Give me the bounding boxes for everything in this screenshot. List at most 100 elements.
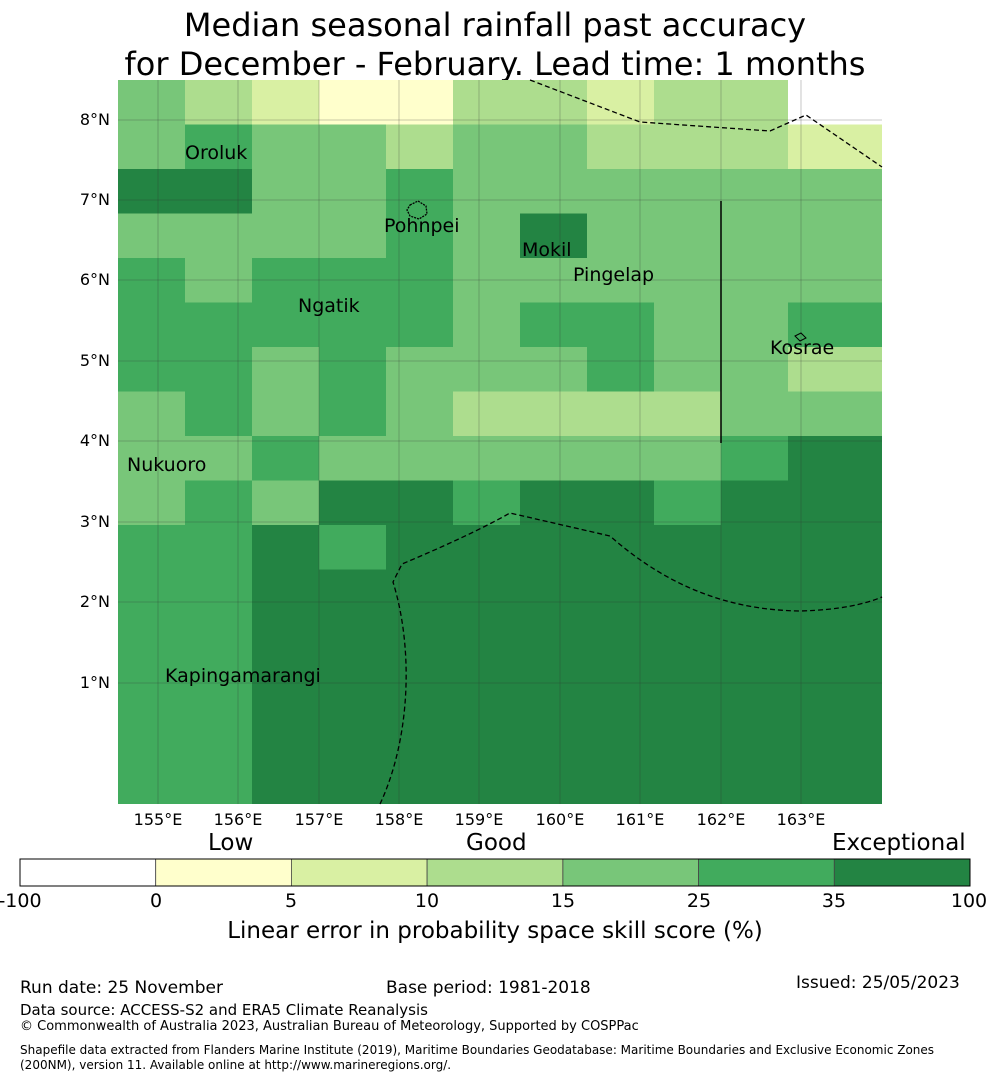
grid-cell — [721, 391, 789, 437]
grid-cell — [788, 302, 882, 348]
grid-cell — [654, 525, 722, 570]
grid-cell — [185, 436, 253, 481]
place-label-kapingamarangi: Kapingamarangi — [165, 665, 321, 687]
grid-cell — [319, 169, 387, 214]
pohnpei-island-outline — [406, 200, 428, 220]
grid-cell — [453, 347, 521, 392]
grid-cell — [587, 258, 655, 303]
grid-cell — [118, 124, 186, 170]
eez-boundary-south-central — [379, 512, 883, 805]
shapefile-credit: Shapefile data extracted from Flanders M… — [20, 1043, 935, 1072]
grid-cell — [520, 525, 588, 570]
grid-cell — [654, 436, 722, 481]
eez-boundaries — [379, 79, 883, 805]
colorbar-segment — [155, 858, 292, 887]
grid-cell — [185, 347, 253, 392]
grid-cell — [118, 525, 186, 570]
grid-cell — [520, 347, 588, 392]
grid-cell — [252, 258, 320, 303]
grid-cell — [654, 80, 722, 125]
lat-label-2n: 2°N — [79, 592, 110, 611]
grid-cell — [721, 80, 789, 125]
grid-cell — [788, 213, 882, 259]
grid-cell — [453, 480, 521, 526]
grid-cell — [654, 169, 722, 214]
grid-cell — [520, 436, 588, 481]
grid-cell — [252, 124, 320, 170]
grid-cell — [788, 480, 882, 526]
grid-cell — [654, 302, 722, 348]
grid-cell — [118, 480, 186, 526]
eez-boundary-north — [529, 79, 883, 168]
grid-cell — [788, 169, 882, 214]
grid-cell — [386, 525, 454, 570]
grid-cell — [319, 347, 387, 392]
grid-cell — [587, 480, 655, 526]
category-label-exceptional: Exceptional — [832, 830, 966, 856]
grid-cell — [721, 213, 789, 259]
grid-cell — [788, 124, 882, 170]
grid-cell — [185, 169, 253, 214]
issued-date: Issued: 25/05/2023 — [796, 973, 960, 993]
grid-cell — [319, 258, 387, 303]
grid-cell — [118, 436, 186, 481]
grid-cell — [453, 525, 521, 570]
grid-cell — [319, 480, 387, 526]
place-label-mokil: Mokil — [522, 239, 572, 261]
grid-cell — [587, 302, 655, 348]
grid-cell — [319, 124, 387, 170]
grid-cell — [453, 213, 521, 259]
grid-cell — [453, 436, 521, 481]
grid-cell — [252, 436, 320, 481]
grid-cell — [587, 124, 655, 170]
place-label-ngatik: Ngatik — [298, 295, 360, 317]
colorbar-frame — [19, 858, 971, 887]
colorbar-tick-100: 100 — [950, 890, 988, 912]
grid-cell — [587, 569, 655, 804]
colorbar-segment — [19, 858, 157, 887]
grid-cell — [386, 302, 454, 348]
grid-cell — [721, 436, 789, 481]
lat-label-7n: 7°N — [79, 190, 110, 209]
grid-cell — [721, 169, 789, 214]
grid-cell — [319, 302, 387, 348]
grid-cell — [386, 436, 454, 481]
grid-cell — [185, 569, 253, 804]
grid-cell — [386, 569, 454, 804]
lon-label-163e: 163°E — [776, 810, 826, 829]
grid-cell — [118, 169, 186, 214]
graticule — [118, 80, 882, 804]
copyright: © Commonwealth of Australia 2023, Austra… — [20, 1019, 639, 1034]
place-label-oroluk: Oroluk — [185, 142, 248, 164]
grid-cell — [185, 480, 253, 526]
base-period: Base period: 1981-2018 — [386, 978, 591, 998]
lon-label-161e: 161°E — [615, 810, 665, 829]
place-label-pohnpei: Pohnpei — [384, 215, 460, 237]
grid-cell — [185, 391, 253, 437]
grid-cell — [185, 124, 253, 170]
grid-cell — [386, 213, 454, 259]
grid-cell — [453, 124, 521, 170]
grid-cell — [252, 213, 320, 259]
grid-cell — [587, 347, 655, 392]
grid-cell — [185, 258, 253, 303]
lon-label-162e: 162°E — [696, 810, 746, 829]
kosrae-island-outline — [794, 332, 807, 342]
grid-cell — [453, 569, 521, 804]
lat-label-6n: 6°N — [79, 270, 110, 289]
place-label-nukuoro: Nukuoro — [127, 454, 207, 476]
colorbar-segment — [426, 858, 564, 887]
grid-cell — [587, 391, 655, 437]
grid-cell — [654, 347, 722, 392]
colorbar-segment — [833, 858, 971, 887]
colorbar-tick-minus-100: -100 — [0, 890, 42, 912]
grid-cell — [520, 569, 588, 804]
colorbar-segment — [698, 858, 835, 887]
grid-cell — [386, 169, 454, 214]
grid-cell — [654, 213, 722, 259]
grid-cell — [453, 169, 521, 214]
grid-cell — [185, 525, 253, 570]
grid-cell — [520, 124, 588, 170]
grid-cell — [587, 169, 655, 214]
skill-grid — [118, 80, 882, 804]
